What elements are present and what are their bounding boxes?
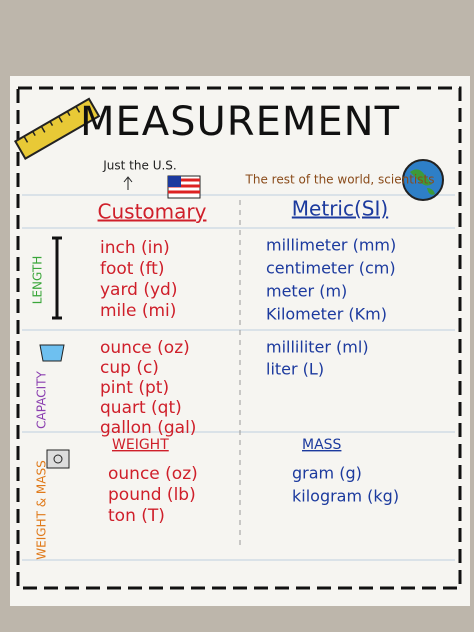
metric-unit: gram (g) xyxy=(292,464,362,483)
metric-unit: kilogram (kg) xyxy=(292,487,399,506)
customary-heading: Customary xyxy=(98,200,207,224)
earth-land xyxy=(410,169,435,195)
section-label: CAPACITY xyxy=(35,371,49,429)
scale-icon xyxy=(46,449,70,469)
metric-unit: Kilometer (Km) xyxy=(266,305,387,324)
customary-unit: pound (lb) xyxy=(108,485,196,505)
customary-unit: mile (mi) xyxy=(100,301,176,321)
dashed-border xyxy=(16,86,462,590)
customary-unit: ounce (oz) xyxy=(108,464,198,484)
metric-unit: millimeter (mm) xyxy=(266,236,396,255)
metric-note: The rest of the world, scientists xyxy=(245,173,435,187)
customary-unit: quart (qt) xyxy=(100,398,182,418)
metric-unit: meter (m) xyxy=(266,282,347,301)
metric-heading: Metric(SI) xyxy=(292,197,388,221)
customary-unit: yard (yd) xyxy=(100,280,177,300)
metric-subheading: MASS xyxy=(302,437,342,453)
length-bracket xyxy=(52,236,62,320)
arrow xyxy=(123,176,133,190)
metric-unit: milliliter (ml) xyxy=(266,338,369,357)
section-label: LENGTH xyxy=(31,256,45,304)
customary-unit: foot (ft) xyxy=(100,259,164,279)
metric-unit: centimeter (cm) xyxy=(266,259,396,278)
customary-unit: cup (c) xyxy=(100,358,159,378)
customary-unit: inch (in) xyxy=(100,238,170,258)
flag-icon xyxy=(167,175,201,199)
metric-unit: liter (L) xyxy=(266,360,324,379)
customary-note: Just the U.S. xyxy=(102,159,176,173)
section-label: WEIGHT & MASS xyxy=(35,460,49,559)
customary-unit: gallon (gal) xyxy=(100,418,196,438)
title: MEASUREMENT xyxy=(80,99,400,145)
cup-icon xyxy=(39,344,65,362)
customary-subheading: WEIGHT xyxy=(112,437,169,453)
customary-unit: pint (pt) xyxy=(100,378,169,398)
ruler-icon xyxy=(13,97,101,161)
ruled-lines xyxy=(22,194,455,561)
customary-unit: ton (T) xyxy=(108,506,165,526)
customary-unit: ounce (oz) xyxy=(100,338,190,358)
